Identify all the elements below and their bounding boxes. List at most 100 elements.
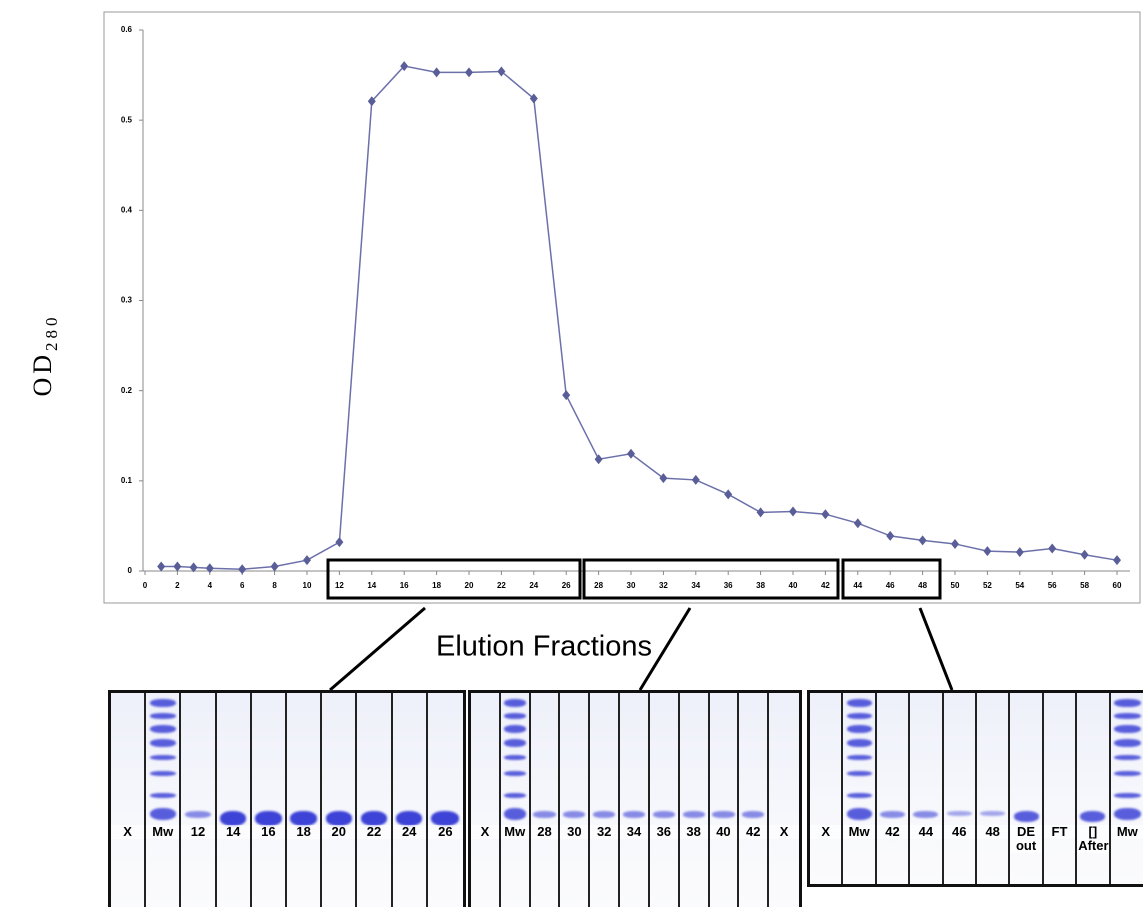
gel-lane: FT <box>1044 693 1077 884</box>
x-tick-label: 8 <box>272 581 277 590</box>
lane-label: 20 <box>322 825 355 839</box>
gel-band <box>504 725 526 733</box>
x-tick-label: 48 <box>918 581 927 590</box>
gel-band <box>504 699 526 707</box>
gel-band <box>1114 713 1141 719</box>
gel-band <box>150 713 177 719</box>
gel-lane: DE out <box>1010 693 1043 884</box>
gel-lane: 22 <box>357 693 392 907</box>
x-tick-label: 38 <box>756 581 765 590</box>
x-tick-label: 44 <box>853 581 862 590</box>
lane-label: 12 <box>181 825 214 839</box>
lane-label: FT <box>1044 825 1075 839</box>
gel-band <box>1014 811 1039 822</box>
y-tick-label: 0.6 <box>121 25 133 34</box>
lane-label: 32 <box>590 825 618 839</box>
connector <box>920 608 952 690</box>
gel-lane: Mw <box>146 693 181 907</box>
lane-label: DE out <box>1010 825 1041 853</box>
gel-band <box>185 811 212 818</box>
gel-lane: 46 <box>944 693 977 884</box>
gel-band <box>683 811 705 818</box>
gel-band <box>712 811 734 818</box>
gel-lane: 14 <box>217 693 252 907</box>
x-tick-label: 12 <box>335 581 344 590</box>
gel: XMw2830323436384042X <box>468 690 802 907</box>
gel-lane: 18 <box>287 693 322 907</box>
lane-label: 24 <box>393 825 426 839</box>
gel-band <box>1114 699 1141 707</box>
gel-band <box>1114 771 1141 776</box>
lane-label: X <box>769 825 799 839</box>
gel-lane: 32 <box>590 693 620 907</box>
gel-band <box>150 725 177 733</box>
x-tick-label: 14 <box>367 581 376 590</box>
x-tick-label: 6 <box>240 581 245 590</box>
lane-label: 36 <box>650 825 678 839</box>
lane-label: 16 <box>252 825 285 839</box>
x-tick-label: 32 <box>659 581 668 590</box>
gel-lane: 42 <box>877 693 910 884</box>
gel-band <box>504 739 526 747</box>
x-tick-label: 4 <box>208 581 213 590</box>
gel-lane: Mw <box>501 693 531 907</box>
lane-label: 44 <box>910 825 941 839</box>
gel-lane: 16 <box>252 693 287 907</box>
gel-band <box>742 811 764 818</box>
gel-lane: X <box>111 693 146 907</box>
gel-lane: 26 <box>428 693 463 907</box>
x-tick-label: 50 <box>951 581 960 590</box>
x-tick-label: 36 <box>724 581 733 590</box>
lane-label: 18 <box>287 825 320 839</box>
lane-label: X <box>471 825 499 839</box>
lane-label: X <box>111 825 144 839</box>
x-tick-label: 24 <box>529 581 538 590</box>
gel-lane: 40 <box>710 693 740 907</box>
lane-label: X <box>810 825 841 839</box>
lane-label: 48 <box>977 825 1008 839</box>
gel-lane: [] After <box>1077 693 1110 884</box>
lane-label: 22 <box>357 825 390 839</box>
gel-band <box>504 808 526 820</box>
gel-band <box>563 811 585 818</box>
y-tick-label: 0.2 <box>121 386 133 395</box>
x-tick-label: 60 <box>1113 581 1122 590</box>
x-tick-label: 40 <box>789 581 798 590</box>
gel-band <box>504 713 526 719</box>
gel-lane: X <box>471 693 501 907</box>
lane-label: 30 <box>560 825 588 839</box>
gel-lane: 30 <box>560 693 590 907</box>
x-tick-label: 2 <box>175 581 180 590</box>
gel-band <box>1080 811 1105 822</box>
gel-band <box>947 811 972 816</box>
lane-label: 38 <box>680 825 708 839</box>
gel-band <box>980 811 1005 816</box>
y-tick-label: 0.5 <box>121 115 133 124</box>
gel-band <box>150 755 177 760</box>
lane-label: 42 <box>877 825 908 839</box>
x-tick-label: 54 <box>1015 581 1024 590</box>
x-tick-label: 20 <box>465 581 474 590</box>
lane-label: Mw <box>1111 825 1143 839</box>
gel-band <box>653 811 675 818</box>
x-tick-label: 52 <box>983 581 992 590</box>
y-tick-label: 0.4 <box>121 205 133 214</box>
connector <box>330 608 425 690</box>
gel-band <box>847 793 872 798</box>
gel-band <box>847 739 872 747</box>
lane-label: Mw <box>501 825 529 839</box>
gel-band <box>593 811 615 818</box>
lane-label: 42 <box>739 825 767 839</box>
gel-band <box>504 771 526 776</box>
x-tick-label: 56 <box>1048 581 1057 590</box>
lane-label: 46 <box>944 825 975 839</box>
gel-band <box>150 771 177 776</box>
gel-lane: 28 <box>531 693 561 907</box>
x-tick-label: 16 <box>400 581 409 590</box>
gel-band <box>150 739 177 747</box>
lane-label: Mw <box>843 825 874 839</box>
x-tick-label: 28 <box>594 581 603 590</box>
x-tick-label: 42 <box>821 581 830 590</box>
gel-band <box>847 755 872 760</box>
x-tick-label: 22 <box>497 581 506 590</box>
